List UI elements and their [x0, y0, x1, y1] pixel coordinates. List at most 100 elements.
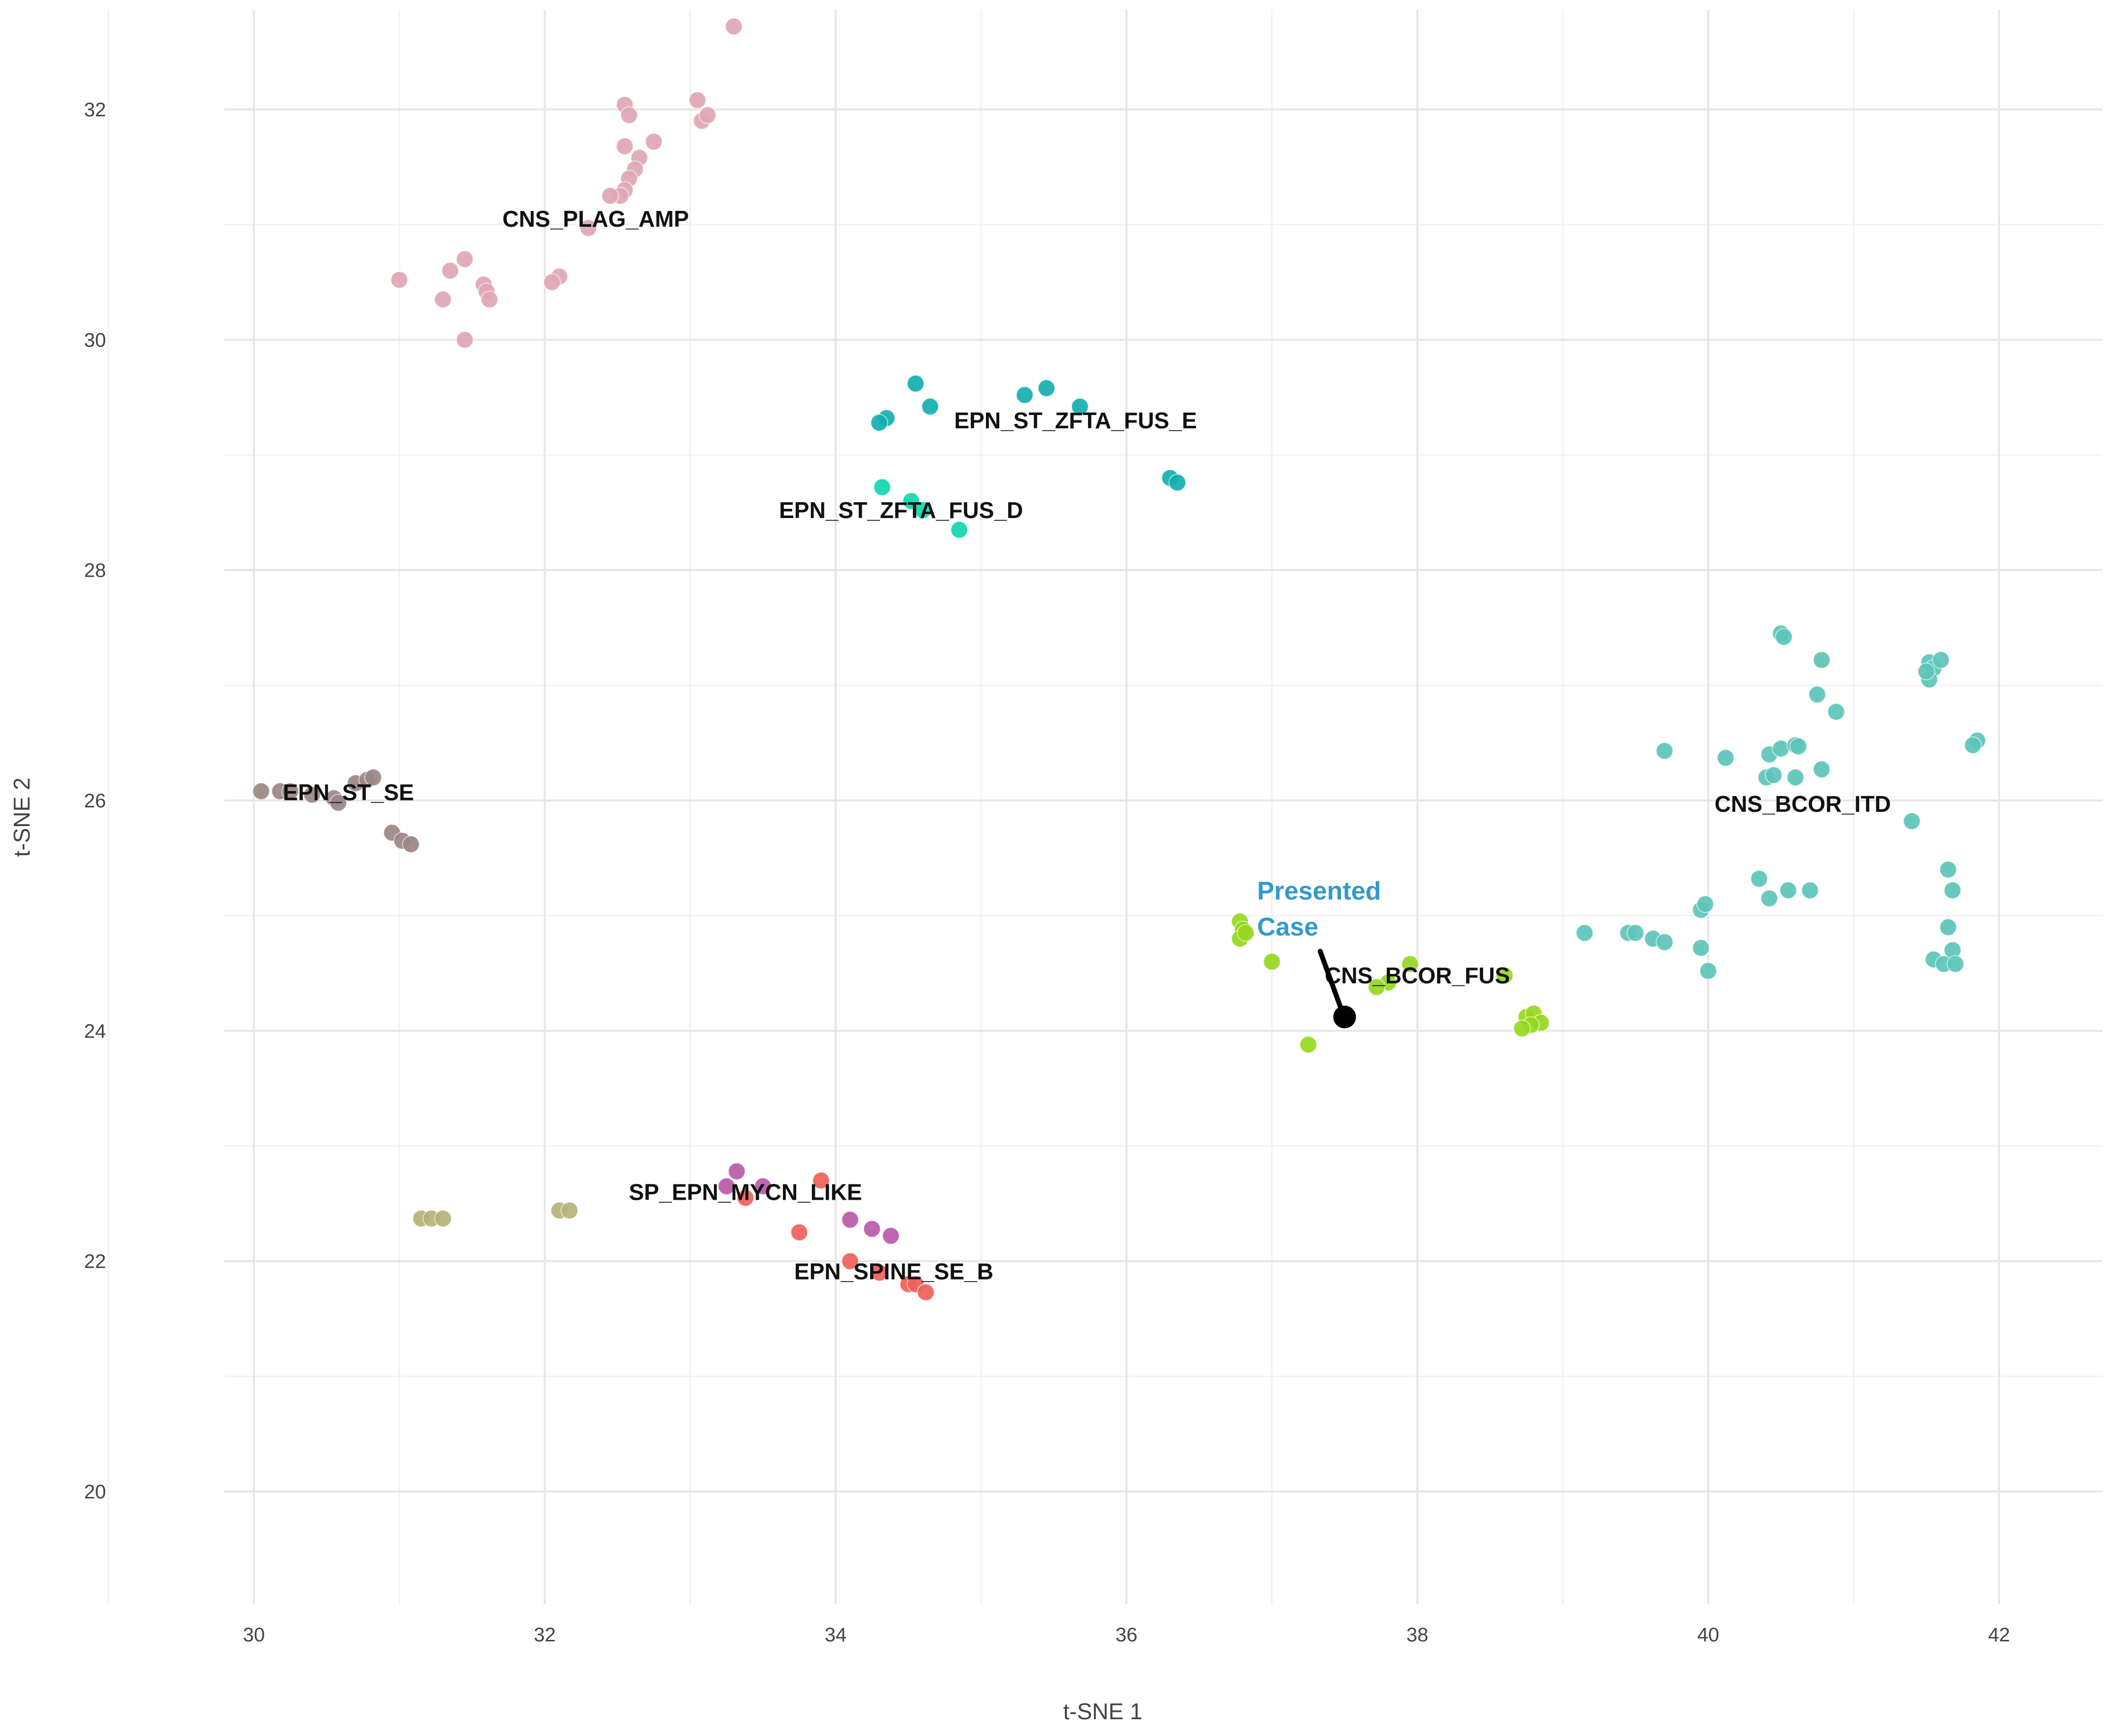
- presented-case-pointer: [1318, 949, 1345, 1016]
- x-tick-label: 36: [1116, 1624, 1138, 1646]
- x-tick-label: 32: [534, 1624, 556, 1646]
- data-point: [699, 106, 717, 124]
- data-point: [921, 397, 939, 416]
- y-tick-label: 32: [84, 99, 106, 121]
- data-point: [725, 17, 743, 35]
- series-epn-st-zfta-fus-e: [870, 375, 1187, 492]
- data-point: [434, 1210, 452, 1228]
- x-tick-label: 42: [1988, 1624, 2010, 1646]
- data-point: [1946, 955, 1965, 973]
- data-point: [1236, 924, 1255, 942]
- data-point: [841, 1211, 859, 1229]
- cluster-label-epn-st-se: EPN_ST_SE: [283, 780, 414, 805]
- data-points: [252, 17, 1986, 1301]
- data-point: [1787, 768, 1804, 787]
- y-tick-label: 26: [84, 790, 106, 812]
- presented-case-label-line1: Presented: [1257, 877, 1381, 905]
- data-point: [1168, 474, 1187, 492]
- data-point: [303, 786, 321, 804]
- data-point: [1827, 703, 1845, 721]
- data-point: [456, 250, 474, 268]
- data-point: [1513, 1019, 1531, 1038]
- data-point: [1750, 869, 1768, 888]
- data-point: [1813, 760, 1831, 778]
- series-cns-bcor-itd: [1576, 625, 1986, 980]
- data-point: [873, 478, 891, 496]
- data-point: [1903, 812, 1921, 831]
- x-tick-label: 40: [1697, 1624, 1720, 1646]
- data-point: [916, 1283, 935, 1301]
- data-point: [1779, 881, 1797, 900]
- data-point: [1808, 686, 1827, 704]
- data-point: [737, 1189, 755, 1207]
- data-point: [1401, 955, 1419, 973]
- data-point: [1939, 861, 1957, 879]
- data-point: [863, 1220, 881, 1238]
- data-point: [728, 1162, 746, 1180]
- data-point: [1917, 662, 1935, 681]
- data-point: [329, 794, 348, 812]
- data-point: [907, 375, 925, 393]
- data-point: [480, 290, 498, 309]
- cluster-label-cns-bcor-itd: CNS_BCOR_ITD: [1715, 791, 1891, 817]
- presented-case-label-line2: Case: [1257, 913, 1318, 941]
- data-point: [616, 137, 634, 155]
- data-point: [1696, 895, 1715, 913]
- data-point: [1576, 924, 1594, 942]
- grid-lines: [107, 10, 2103, 1604]
- y-tick-label: 24: [84, 1020, 106, 1042]
- y-tick-label: 22: [84, 1251, 106, 1273]
- data-point: [434, 290, 452, 309]
- data-point: [841, 1252, 859, 1270]
- cluster-labels: CNS_PLAG_AMP EPN_ST_ZFTA_FUS_E EPN_ST_ZFTA…: [283, 206, 1891, 1285]
- data-point: [754, 1177, 772, 1195]
- data-point: [688, 91, 706, 109]
- data-point: [1655, 742, 1674, 760]
- data-point: [1655, 933, 1674, 951]
- series-epn-st-se: [252, 768, 420, 853]
- data-point: [364, 768, 382, 787]
- data-point: [579, 219, 598, 237]
- data-point: [790, 1223, 808, 1242]
- data-point: [281, 782, 299, 800]
- data-point: [620, 106, 638, 124]
- data-point: [914, 501, 932, 520]
- series-cns-bcor-fus: [1231, 912, 1550, 1054]
- data-point: [645, 133, 663, 151]
- data-point: [1263, 953, 1281, 971]
- cluster-label-cns-bcor-fus: CNS_BCOR_FUS: [1325, 963, 1510, 988]
- y-tick-label: 30: [84, 329, 106, 351]
- series-unlabeled: [412, 1201, 579, 1228]
- data-point: [441, 262, 459, 280]
- series-sp-epn-mycn-like: [717, 1162, 900, 1245]
- data-point: [950, 521, 968, 539]
- cluster-label-epn-st-zfta-fus-e: EPN_ST_ZFTA_FUS_E: [954, 408, 1197, 433]
- data-point: [1692, 939, 1710, 957]
- cluster-label-sp-epn-mycn-like: SP_EPN_MYCN_LIKE: [629, 1179, 862, 1205]
- data-point: [1932, 651, 1950, 669]
- y-axis-title: t-SNE 2: [9, 777, 35, 857]
- data-point: [252, 782, 270, 800]
- presented-case-point: [1333, 1006, 1356, 1029]
- x-axis-title: t-SNE 1: [1063, 1699, 1142, 1724]
- y-tick-label: 28: [84, 560, 106, 582]
- data-point: [1801, 881, 1819, 900]
- data-point: [402, 835, 420, 853]
- x-tick-label: 34: [825, 1624, 847, 1646]
- x-tick-label: 30: [243, 1624, 265, 1646]
- data-point: [1764, 766, 1783, 784]
- cluster-label-cns-plag-amp: CNS_PLAG_AMP: [502, 206, 689, 232]
- data-point: [902, 492, 920, 510]
- series-epn-spine-se-b: [737, 1172, 935, 1301]
- x-axis: 30 32 34 36 38 40 42: [243, 1624, 2010, 1646]
- data-point: [1943, 881, 1962, 900]
- data-point: [1626, 924, 1645, 942]
- data-point: [1368, 978, 1386, 996]
- data-point: [1772, 739, 1790, 758]
- series-cns-plag-amp: [390, 17, 743, 349]
- data-point: [1789, 737, 1807, 756]
- x-tick-label: 38: [1406, 1624, 1429, 1646]
- data-point: [390, 271, 408, 289]
- cluster-label-epn-spine-se-b: EPN_SPINE_SE_B: [794, 1259, 993, 1285]
